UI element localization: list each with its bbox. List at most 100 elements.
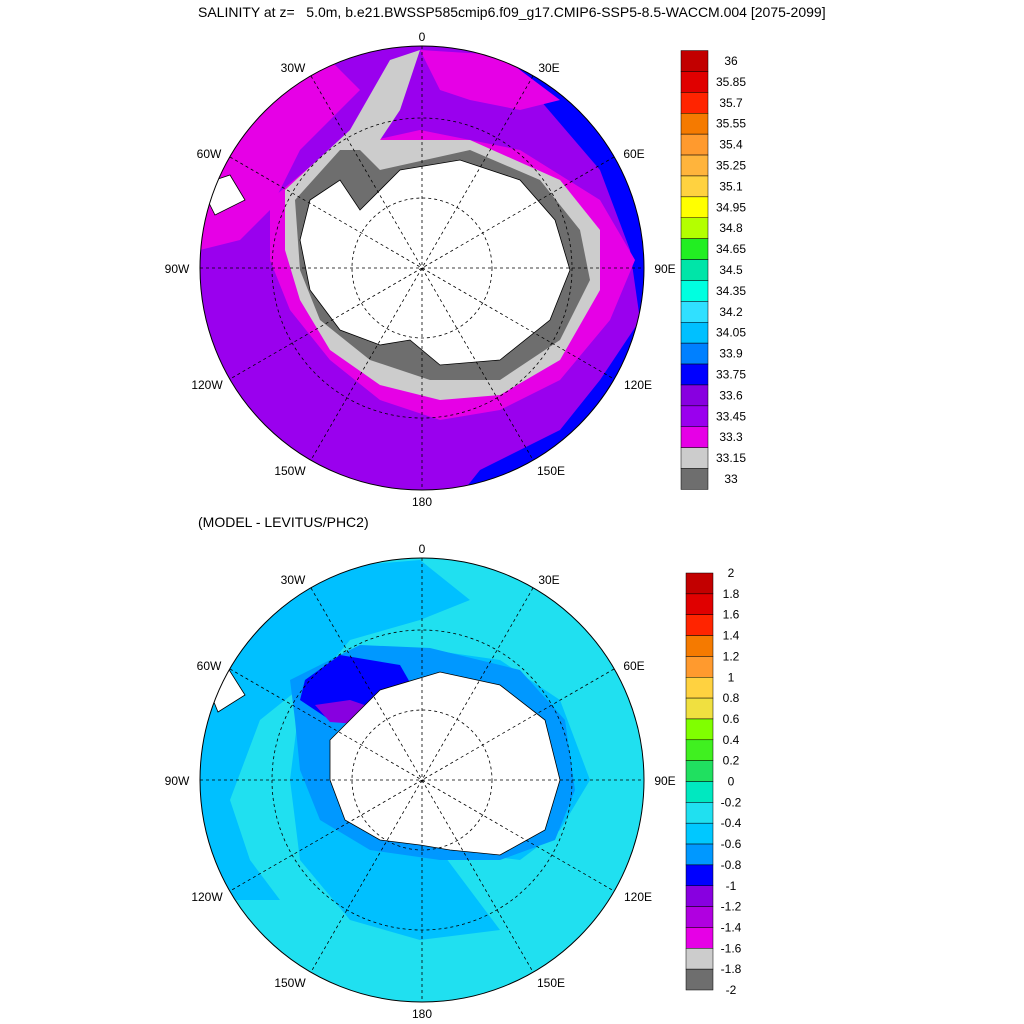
salinity-colorbar-label: 33 [724,472,738,486]
lon-label-120e: 120E [624,890,652,904]
difference-colorbar-label: 1.4 [723,629,740,643]
salinity-colorbar-swatch [680,301,709,323]
difference-graticule [200,558,644,1002]
lon-label-30e: 30E [538,61,559,75]
lon-label-120w: 120W [191,890,223,904]
difference-longitude-labels: 0 30E 60E 90E 120E 150E 180 150W 120W 90… [165,542,676,1021]
salinity-colorbar-label: 34.95 [716,200,746,214]
salinity-colorbar-label: 34.05 [716,326,746,340]
difference-colorbar-label: 0.4 [723,733,740,747]
difference-colorbar-label: 1.8 [723,587,740,601]
salinity-colorbar-label: 34.35 [716,284,746,298]
salinity-colorbar-swatch [680,92,709,114]
lon-label-60w: 60W [197,659,222,673]
difference-colorbar-swatch [685,739,714,761]
difference-colorbar: 2 1.8 1.6 1.4 1.2 1 0.8 0.6 0.4 0.2 0 -0.2 -0.4 -0.6 -… [685,566,742,997]
salinity-colorbar-swatch [680,217,709,239]
antarctica-land-bottom [329,671,561,856]
salinity-colorbar-label: 33.9 [719,347,743,361]
lon-label-180: 180 [412,1007,432,1021]
salinity-colorbar-swatch [680,447,709,469]
difference-colorbar-label: -0.8 [721,858,742,872]
difference-colorbar-label: -0.4 [721,816,742,830]
lon-label-0: 0 [419,30,426,44]
difference-colorbar-swatch [685,781,714,803]
lon-label-90e: 90E [654,262,675,276]
difference-purple-patch [315,700,385,725]
difference-colorbar-label: 0.6 [723,712,740,726]
difference-colorbar-label: 0.2 [723,754,740,768]
difference-colorbar-swatch [685,677,714,699]
salinity-colorbar-swatch [680,280,709,302]
salinity-ocean [200,46,644,490]
salinity-magenta-west [200,60,360,250]
salinity-colorbar-swatch [680,154,709,177]
difference-colorbar-label: -0.2 [721,795,742,809]
salinity-colorbar-label: 34.8 [719,221,743,235]
difference-dark-band [290,645,575,860]
difference-colorbar-swatch [685,635,714,657]
difference-subtitle: (MODEL - LEVITUS/PHC2) [198,514,369,530]
salinity-colorbar-label: 33.45 [716,409,746,423]
salinity-blue-band [460,60,644,490]
difference-colorbar-label: 2 [728,566,735,580]
lon-label-30w: 30W [281,61,306,75]
lon-label-120e: 120E [624,378,652,392]
difference-colorbar-swatch [685,802,714,824]
lon-label-0: 0 [419,542,426,556]
difference-colorbar-swatch [685,885,714,907]
salinity-colorbar-label: 35.4 [719,138,743,152]
difference-colorbar-swatch [685,843,714,866]
difference-colorbar-swatch [685,593,714,615]
lon-label-90w: 90W [165,774,190,788]
difference-colorbar-label: 1.2 [723,649,740,663]
salinity-colorbar-swatch [680,405,709,428]
difference-mid-band [200,560,590,940]
difference-colorbar-label: 0.8 [723,691,740,705]
salinity-colorbar-label: 35.55 [716,117,746,131]
lon-label-60e: 60E [623,147,644,161]
salinity-longitude-labels: 0 30E 60E 90E 120E 150E 180 150W 120W 90… [165,30,676,509]
salinity-colorbar-swatch [680,71,709,93]
difference-colorbar-swatch [685,822,714,845]
difference-colorbar-swatch [685,906,714,928]
salinity-colorbar-swatch [680,175,709,198]
lon-label-30w: 30W [281,573,306,587]
difference-ocean [200,558,644,1002]
difference-colorbar-swatch [685,697,714,720]
salinity-colorbar-swatch [680,113,709,135]
difference-field [200,558,644,1002]
salinity-colorbar: 36 35.85 35.7 35.55 35.4 35.25 35.1 34.95 34.8 34… [680,50,746,490]
salinity-colorbar-label: 34.2 [719,305,743,319]
difference-colorbar-label: -1 [726,879,737,893]
lon-label-30e: 30E [538,573,559,587]
lon-label-60e: 60E [623,659,644,673]
salinity-colorbar-label: 34.65 [716,242,746,256]
lon-label-150e: 150E [537,464,565,478]
salinity-graticule [200,46,644,490]
salinity-colorbar-label: 35.7 [719,96,743,110]
lon-label-90e: 90E [654,774,675,788]
south-america-land [200,174,246,216]
difference-colorbar-swatch [685,948,714,970]
lon-label-150w: 150W [274,464,306,478]
salinity-colorbar-swatch [680,426,709,448]
salinity-colorbar-label: 33.6 [719,388,743,402]
difference-colorbar-swatch [685,760,714,782]
salinity-colorbar-swatch [680,238,709,260]
salinity-magenta-north [420,50,560,110]
salinity-colorbar-swatch [680,384,709,407]
salinity-field [200,46,644,490]
difference-colorbar-label: 0 [728,775,735,789]
salinity-colorbar-label: 36 [724,54,738,68]
lon-label-150w: 150W [274,976,306,990]
salinity-colorbar-swatch [680,133,709,156]
lon-label-180: 180 [412,495,432,509]
lon-label-120w: 120W [191,378,223,392]
salinity-colorbar-swatch [680,50,709,72]
salinity-colorbar-swatch [680,196,709,219]
south-america-land-bottom [204,667,246,713]
difference-colorbar-label: -1.6 [721,941,742,955]
salinity-colorbar-label: 35.85 [716,75,746,89]
